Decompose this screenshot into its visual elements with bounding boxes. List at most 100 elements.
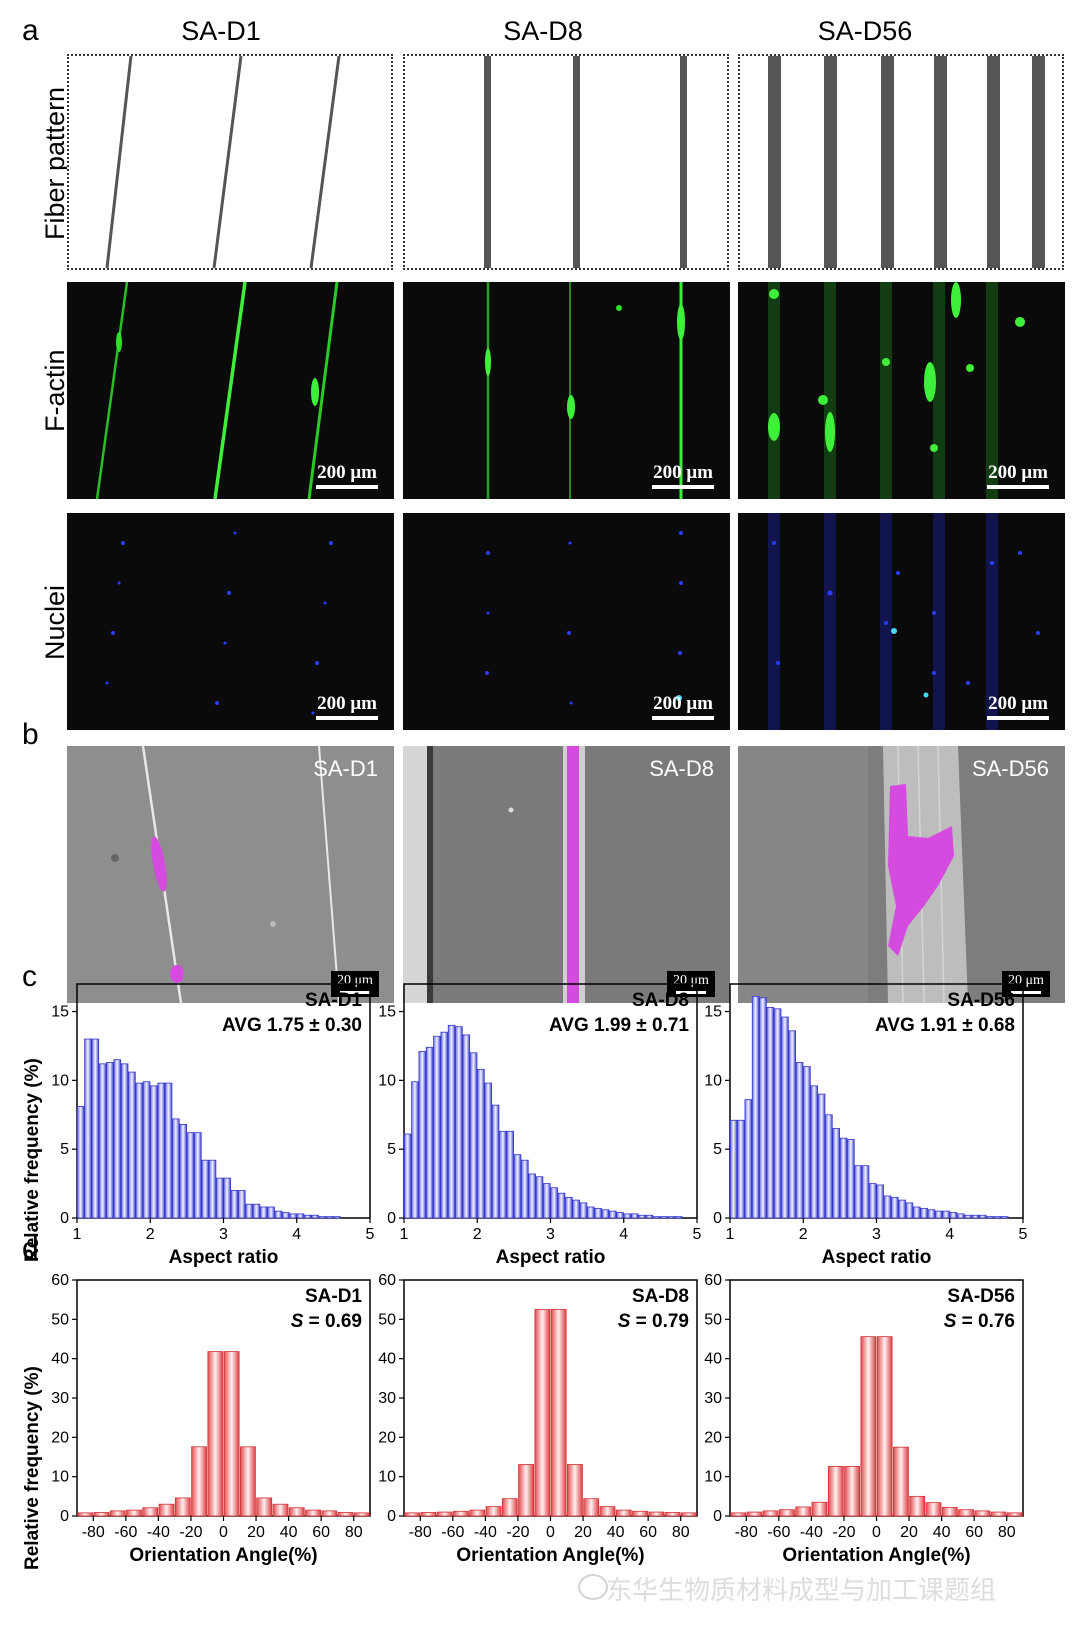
chart-c-sa-d8-bar (462, 1034, 471, 1219)
chart-c-sa-d8-bar (433, 1035, 441, 1219)
chart-c-sa-d56-bar (986, 1216, 994, 1219)
chart-c-sa-d56-xtick-label: 3 (872, 1226, 881, 1243)
chart-d-sa-d8-title: SA-D8 (632, 1286, 689, 1307)
chart-c-sa-d1-bar (113, 1059, 122, 1219)
chart-d-sa-d8-ytick-label: 0 (387, 1508, 396, 1525)
chart-c-sa-d56-bar (839, 1137, 848, 1219)
chart-d-sa-d8-bar (615, 1509, 632, 1517)
chart-d-sa-d56-ytick-label: 60 (704, 1272, 722, 1289)
chart-c-sa-d8-xtick-label: 2 (473, 1226, 482, 1243)
chart-c-sa-d8-bar (506, 1130, 514, 1219)
chart-d-sa-d8-ytick-label: 40 (378, 1351, 396, 1368)
chart-d-sa-d8-stat-value: = 0.79 (636, 1311, 689, 1332)
chart-d-sa-d56-bar (827, 1466, 844, 1517)
chart-d-sa-d1-bar (77, 1512, 94, 1517)
chart-c-sa-d56-bar (964, 1214, 972, 1219)
chart-d-sa-d8-bar (469, 1509, 486, 1517)
chart-c-sa-d1-ytick-label: 10 (51, 1072, 69, 1089)
chart-d-sa-d56-ytick-label: 0 (713, 1508, 722, 1525)
chart-d-sa-d8-bar (404, 1512, 421, 1517)
chart-d-sa-d56-ytick-label: 50 (704, 1311, 722, 1328)
chart-c-sa-d8-stat-label: AVG (549, 1015, 594, 1036)
chart-d-sa-d56-ytick-label: 10 (704, 1469, 722, 1486)
chart-d-sa-d8-bar (664, 1512, 681, 1517)
nuclei-image-sa-d8: 200 μm (403, 513, 730, 730)
chart-d-sa-d8-bar (485, 1506, 502, 1517)
chart-d-sa-d56-bar (844, 1466, 860, 1517)
chart-c-sa-d8-bar (623, 1213, 632, 1219)
chart-d-sa-d1-stat-label: S (291, 1311, 309, 1332)
chart-c-sa-d8-bar (638, 1214, 646, 1219)
chart-d-sa-d1-xtick-label: 60 (312, 1524, 330, 1541)
chart-c-sa-d8-bar (667, 1216, 676, 1219)
chart-d-sa-d1-ytick-label: 60 (51, 1272, 69, 1289)
chart-d-sa-d8-xtick-label: 80 (672, 1524, 690, 1541)
chart-c-sa-d8-bar (513, 1154, 522, 1219)
chart-c-sa-d1-bar (296, 1213, 305, 1219)
chart-d-sa-d56-xlabel: Orientation Angle(%) (782, 1545, 970, 1566)
chart-c-sa-d56-bar (729, 1119, 738, 1219)
chart-d-sa-d1-bar (337, 1512, 354, 1517)
scale-bar-f-actin-sa-d56: 200 μm (982, 462, 1054, 489)
chart-c-sa-d1-xtick-label: 1 (73, 1226, 82, 1243)
chart-d-sa-d8-bar (680, 1512, 697, 1517)
chart-d-sa-d1-bar (191, 1446, 207, 1517)
chart-c-sa-d56-bar (920, 1207, 928, 1219)
chart-d-sa-d56-bar (990, 1511, 1007, 1517)
chart-d-sa-d56-xtick-label: -60 (767, 1524, 790, 1541)
chart-c-sa-d8-title: SA-D8 (632, 990, 689, 1011)
chart-c-sa-d1-stat: AVG 1.75 ± 0.30 (222, 1015, 362, 1036)
chart-c-sa-d8-stat-value: 1.99 ± 0.71 (594, 1015, 689, 1036)
chart-c-sa-d56-bar (905, 1202, 914, 1219)
chart-d-sa-d1-bar (288, 1507, 305, 1517)
chart-c-sa-d56-bar (810, 1085, 819, 1219)
chart-c-sa-d1-bar (311, 1214, 319, 1219)
chart-d-sa-d56-bar (893, 1446, 909, 1517)
chart-d-sa-d56-bar (860, 1336, 877, 1517)
column-title-sa-d56: SA-D56 (817, 16, 913, 46)
chart-d-sa-d56-xtick-label: 40 (933, 1524, 951, 1541)
chart-d-sa-d1-bar (126, 1509, 142, 1517)
chart-c-sa-d1-bar (164, 1082, 173, 1219)
chart-d-sa-d56-bar (876, 1336, 893, 1517)
chart-c-sa-d56-bar (781, 1016, 789, 1219)
chart-d-sa-d1-xtick-label: -80 (82, 1524, 105, 1541)
chart-c-sa-d1-bar (128, 1071, 136, 1219)
chart-c-sa-d8-bar (630, 1213, 639, 1219)
chart-d-sa-d8-xtick-label: -20 (506, 1524, 529, 1541)
chart-d-sa-d56-bar (925, 1502, 942, 1517)
chart-d-sa-d1-bar (223, 1351, 240, 1517)
chart-d-sa-d1-bar (305, 1509, 321, 1517)
chart-c-sa-d56-bar (927, 1209, 936, 1219)
chart-c-sa-d1-bar (98, 1063, 107, 1219)
chart-d-sa-d8-xtick-label: 60 (639, 1524, 657, 1541)
chart-c-sa-d8-bar (418, 1051, 427, 1219)
chart-c-sa-d56-bar (788, 1030, 797, 1219)
chart-d-sa-d8-bar (632, 1510, 648, 1517)
chart-c-sa-d1-bar (84, 1038, 92, 1219)
chart-c-sa-d56-bar (795, 1062, 804, 1219)
chart-c-sa-d1-bar (238, 1190, 246, 1219)
chart-c-sa-d56-bar (773, 1008, 782, 1219)
chart-c-sa-d8-stat: AVG 1.99 ± 0.71 (549, 1015, 689, 1036)
chart-d-sa-d8-ytick-label: 10 (378, 1469, 396, 1486)
chart-d-sa-d8-ytick-label: 50 (378, 1311, 396, 1328)
chart-c-sa-d1-bar (186, 1132, 195, 1219)
chart-d-sa-d1-xlabel: Orientation Angle(%) (129, 1545, 317, 1566)
panel-letter-b: b (22, 718, 39, 751)
chart-d-sa-d8-bar (648, 1511, 665, 1517)
chart-d-sa-d56-xtick-label: -80 (735, 1524, 758, 1541)
chart-c-sa-d1-bar (303, 1214, 312, 1219)
chart-d-sa-d56-bar (762, 1510, 779, 1517)
chart-d-sa-d8-xtick-label: -80 (409, 1524, 432, 1541)
chart-d-sa-d1-stat: S = 0.69 (291, 1311, 362, 1332)
chart-d-sa-d56-bar (909, 1495, 926, 1517)
chart-d-sa-d1-bar (158, 1503, 175, 1517)
chart-c-sa-d1-xtick-label: 3 (219, 1226, 228, 1243)
chart-c-sa-d56-xtick-label: 1 (726, 1226, 735, 1243)
chart-c-sa-d56-bar (737, 1119, 745, 1219)
chart-c-sa-d1-bar (318, 1216, 327, 1219)
chart-d-sa-d56-xtick-label: 80 (998, 1524, 1016, 1541)
chart-d-sa-d8-bar (420, 1512, 437, 1517)
chart-d-sa-d1-bar (272, 1503, 289, 1517)
